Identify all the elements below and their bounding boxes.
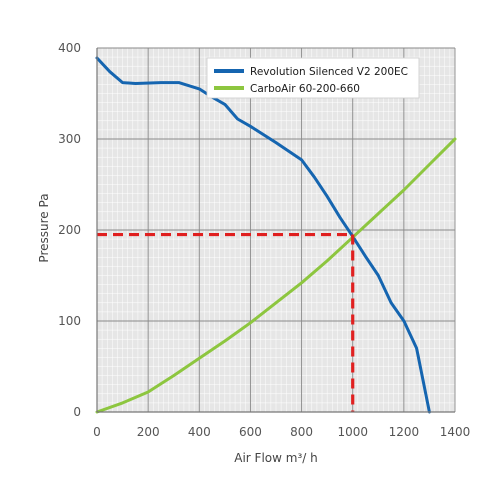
y-tick-label: 0 bbox=[73, 405, 81, 419]
axes bbox=[96, 48, 455, 413]
series-line-carboair bbox=[95, 137, 457, 414]
x-tick-label: 200 bbox=[137, 425, 160, 439]
y-tick-label: 200 bbox=[58, 223, 81, 237]
y-tick-labels: 0 100 200 300 400 bbox=[58, 41, 81, 419]
x-tick-label: 1400 bbox=[440, 425, 471, 439]
x-tick-label: 1200 bbox=[389, 425, 420, 439]
x-tick-labels: 0 200 400 600 800 1000 1200 1400 bbox=[93, 425, 470, 439]
legend-box bbox=[206, 57, 420, 99]
x-tick-label: 1000 bbox=[337, 425, 368, 439]
legend-label-carboair: CarboAir 60-200-660 bbox=[250, 83, 360, 95]
legend-label-revolution: Revolution Silenced V2 200EC bbox=[250, 66, 408, 78]
y-tick-label: 300 bbox=[58, 132, 81, 146]
series-lines bbox=[95, 56, 457, 414]
reference-lines bbox=[97, 232, 355, 412]
x-tick-label: 0 bbox=[93, 425, 101, 439]
legend: Revolution Silenced V2 200EC CarboAir 60… bbox=[206, 57, 420, 99]
series-line-revolution bbox=[95, 56, 431, 414]
x-tick-label: 600 bbox=[239, 425, 262, 439]
grid bbox=[96, 47, 456, 413]
y-tick-label: 400 bbox=[58, 41, 81, 55]
x-axis-label: Air Flow m³/ h bbox=[234, 451, 317, 465]
y-axis-label: Pressure Pa bbox=[37, 193, 51, 262]
x-tick-label: 800 bbox=[290, 425, 313, 439]
y-tick-label: 100 bbox=[58, 314, 81, 328]
x-tick-label: 400 bbox=[188, 425, 211, 439]
